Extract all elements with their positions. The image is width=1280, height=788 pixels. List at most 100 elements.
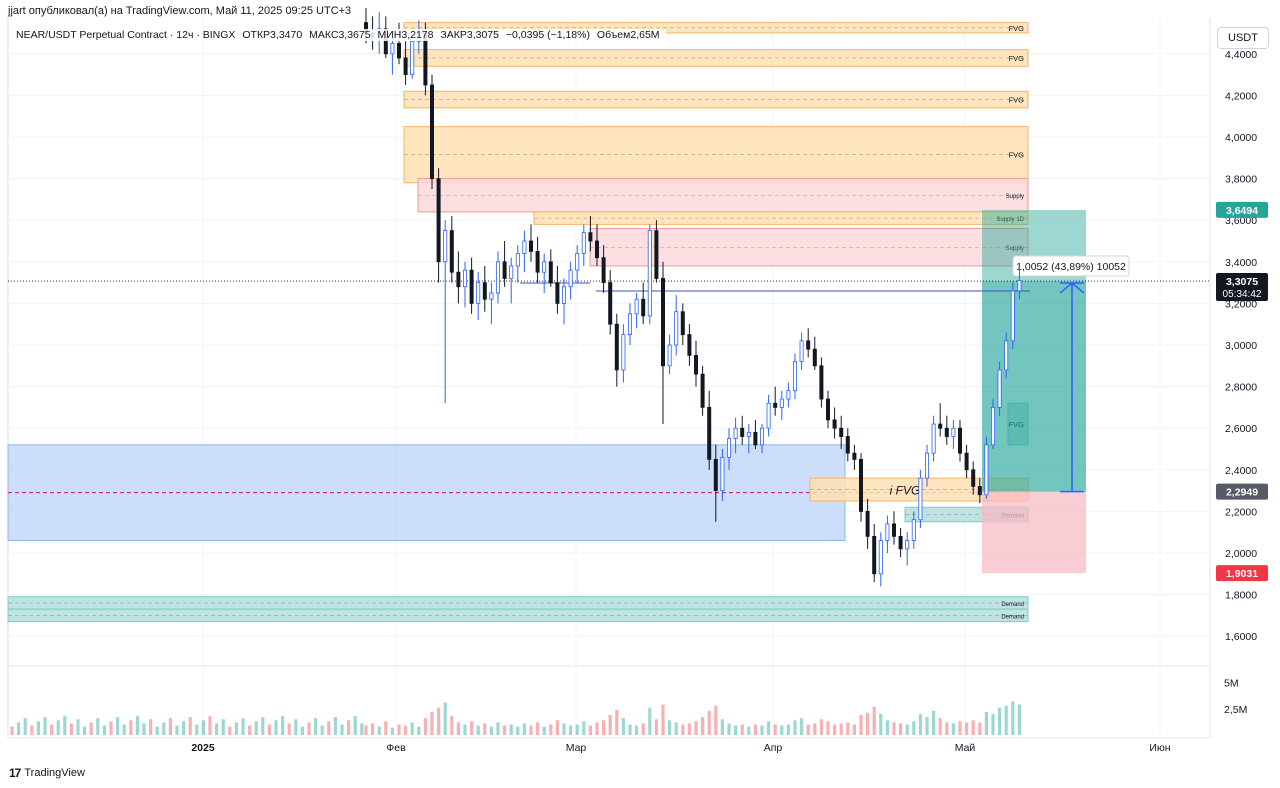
volume-bar xyxy=(786,724,790,735)
currency-selector[interactable]: USDT xyxy=(1217,27,1269,49)
candle-body xyxy=(647,230,652,317)
volume-bar xyxy=(221,719,225,735)
volume-bar xyxy=(654,719,658,735)
volume-bar xyxy=(595,722,599,735)
candle-body xyxy=(766,402,771,429)
blue-demand-zone xyxy=(7,444,846,542)
volume-bar xyxy=(360,723,364,735)
candle-body xyxy=(938,423,943,429)
candle-body xyxy=(1017,280,1022,292)
y-tick-label: 2,8000 xyxy=(1225,382,1257,394)
volume-bar xyxy=(76,719,80,735)
volume-bar xyxy=(800,718,804,735)
ohlc-high: МАКС3,3675 xyxy=(309,29,371,41)
y-tick-label: 2,4000 xyxy=(1225,465,1257,477)
candle-body xyxy=(773,402,778,408)
volume-bar xyxy=(102,725,106,735)
volume-bar xyxy=(984,711,988,735)
volume-bar xyxy=(489,726,493,735)
price-label-last xyxy=(1216,273,1268,302)
volume-bar xyxy=(307,722,311,735)
volume-bar xyxy=(734,725,738,735)
candle-body xyxy=(390,43,395,55)
y-tick-label: 2,2000 xyxy=(1225,506,1257,518)
volume-bar xyxy=(423,718,427,735)
zone-label: FVG xyxy=(1009,24,1025,33)
volume-bar xyxy=(300,726,304,735)
candle-body xyxy=(595,240,600,259)
volume-bar xyxy=(155,726,159,735)
volume-bar xyxy=(760,725,764,735)
volume-bar xyxy=(182,721,186,735)
volume-bar xyxy=(674,722,678,735)
symbol-name[interactable]: NEAR/USDT Perpetual Contract · 12ч · BIN… xyxy=(16,29,236,41)
volume-bar xyxy=(602,720,606,735)
candle-body xyxy=(509,265,514,279)
zone-label: FVG xyxy=(1009,54,1025,63)
candle-body xyxy=(713,458,718,491)
zone-label: Supply xyxy=(1006,246,1024,252)
y-tick-label: 3,6000 xyxy=(1225,215,1257,227)
volume-bar xyxy=(569,725,573,735)
volume-bar xyxy=(707,710,711,735)
candle-body xyxy=(614,323,619,371)
volume-bar xyxy=(767,721,771,735)
candle-body xyxy=(905,540,910,550)
y-tick-label: 3,8000 xyxy=(1225,174,1257,186)
candle-body xyxy=(1010,290,1015,342)
candle-body xyxy=(779,398,784,408)
volume-bar xyxy=(320,725,324,735)
volume-bar xyxy=(30,725,34,735)
candle-body xyxy=(502,261,507,279)
volume-bar xyxy=(215,723,219,735)
volume-bar xyxy=(991,714,995,735)
candle-body xyxy=(786,390,791,400)
candle-body xyxy=(977,486,982,496)
volume-bar xyxy=(866,712,870,735)
x-tick-label: Июн xyxy=(1149,742,1170,754)
volume-bar xyxy=(727,723,731,735)
candle-body xyxy=(469,269,474,304)
candle-body xyxy=(575,253,580,271)
candle-body xyxy=(984,444,989,496)
candle-body xyxy=(944,427,949,437)
zone-label: FVG xyxy=(1009,96,1025,105)
countdown-label: 05:34:42 xyxy=(1223,289,1262,300)
volume-bar xyxy=(846,722,850,735)
volume-bar xyxy=(918,714,922,735)
volume-bar xyxy=(562,723,566,735)
candle-body xyxy=(746,431,751,437)
volume-bar xyxy=(753,724,757,735)
volume-bar xyxy=(681,724,685,735)
publish-info: jjart опубликовал(а) на TradingView.com,… xyxy=(8,5,352,17)
volume-bar xyxy=(162,722,166,735)
volume-bar xyxy=(621,718,625,735)
volume-bar xyxy=(228,726,232,735)
x-tick-label: Апр xyxy=(764,742,783,754)
symbol-legend: NEAR/USDT Perpetual Contract · 12ч · BIN… xyxy=(14,29,666,41)
zone-label: Supply 1D xyxy=(996,217,1024,223)
volume-bar xyxy=(806,724,810,735)
volume-bar xyxy=(314,718,318,735)
candle-body xyxy=(911,519,916,541)
y-tick-label: 2,6000 xyxy=(1225,423,1257,435)
volume-bar xyxy=(668,720,672,735)
candle-body xyxy=(634,298,639,315)
volume-bar xyxy=(430,711,434,735)
volume-tick-label: 2,5M xyxy=(1224,704,1247,716)
candle-body xyxy=(443,230,448,263)
volume-bar xyxy=(503,725,507,735)
candle-body xyxy=(628,313,633,335)
volume-bar xyxy=(529,725,533,735)
candle-body xyxy=(641,298,646,317)
volume-bar xyxy=(714,705,718,735)
volume-bar xyxy=(549,724,553,735)
y-tick-label: 3,2000 xyxy=(1225,298,1257,310)
y-tick-label: 2,0000 xyxy=(1225,548,1257,560)
candle-body xyxy=(462,269,467,288)
candle-body xyxy=(654,230,659,279)
volume-bar xyxy=(773,724,777,735)
tradingview-logo[interactable]: 17 TradingView xyxy=(9,766,85,780)
price-label-text: 3,3075 xyxy=(1226,276,1258,288)
